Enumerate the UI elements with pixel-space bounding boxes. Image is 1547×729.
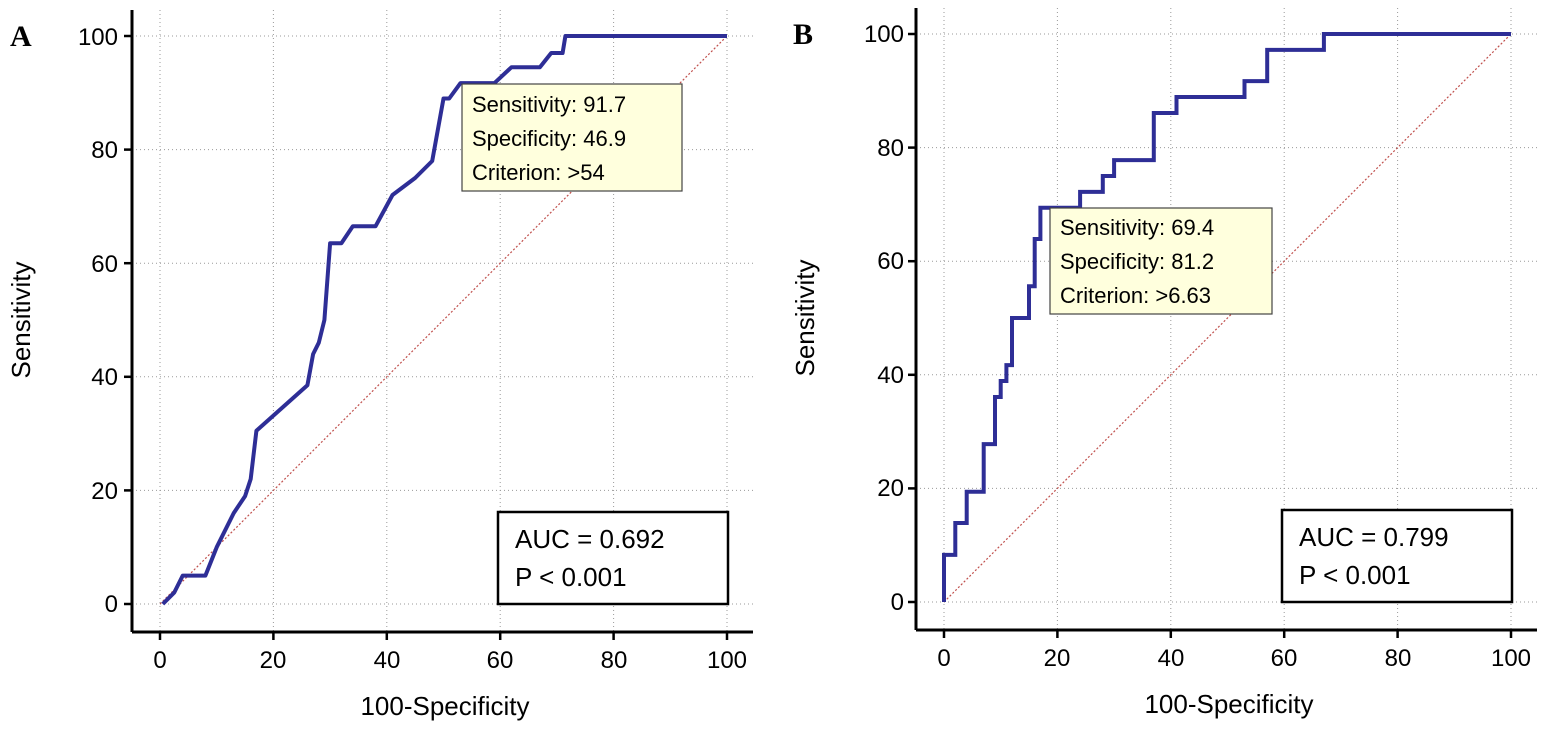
x-tick-label-a-3: 60	[487, 647, 514, 674]
x-tick-label-a-0: 0	[153, 647, 166, 674]
panel-label-a: A	[10, 20, 32, 53]
y-tick-label-a-2: 40	[91, 364, 118, 391]
x-tick-label-a-5: 100	[707, 647, 747, 674]
auc-box-bg-b	[1280, 508, 1514, 604]
x-tick-label-b-4: 80	[1385, 645, 1412, 672]
criterion-box-bg-a	[461, 83, 683, 192]
panel-label-b: B	[793, 18, 813, 51]
criterion-specificity-a: Specificity: 46.9	[472, 126, 626, 151]
roc-panel-a: A 0 20 40 60 80 100 0 20 40 60 80 100 10…	[6, 10, 753, 721]
auc-box-a: AUC = 0.692 P < 0.001	[496, 510, 730, 606]
criterion-value-b: Criterion: >6.63	[1060, 283, 1211, 308]
criterion-box-b: Sensitivity: 69.4 Specificity: 81.2 Crit…	[1049, 207, 1273, 315]
y-tick-label-b-1: 20	[877, 475, 904, 502]
y-tick-label-a-0: 0	[105, 591, 118, 618]
x-tick-label-a-4: 80	[601, 647, 628, 674]
x-tick-label-a-1: 20	[260, 647, 287, 674]
auc-value-a: AUC = 0.692	[515, 524, 665, 554]
y-tick-label-a-3: 60	[91, 251, 118, 278]
criterion-box-bg-b	[1049, 207, 1273, 315]
y-axis-title-a: Sensitivity	[6, 261, 36, 378]
criterion-sensitivity-a: Sensitivity: 91.7	[472, 92, 626, 117]
criterion-sensitivity-b: Sensitivity: 69.4	[1060, 215, 1214, 240]
y-tick-label-b-4: 80	[877, 135, 904, 162]
criterion-specificity-b: Specificity: 81.2	[1060, 249, 1214, 274]
x-tick-label-b-1: 20	[1044, 645, 1071, 672]
x-axis-title-a: 100-Specificity	[360, 691, 529, 721]
x-tick-label-b-2: 40	[1158, 645, 1185, 672]
auc-value-b: AUC = 0.799	[1299, 522, 1449, 552]
x-tick-label-b-5: 100	[1491, 645, 1531, 672]
y-tick-label-a-5: 100	[78, 24, 118, 51]
y-tick-label-a-4: 80	[91, 137, 118, 164]
y-axis-title-b: Sensitivity	[790, 259, 820, 376]
auc-box-b: AUC = 0.799 P < 0.001	[1280, 508, 1514, 604]
criterion-box-a: Sensitivity: 91.7 Specificity: 46.9 Crit…	[461, 83, 683, 192]
reference-line-b	[943, 33, 1512, 603]
criterion-value-a: Criterion: >54	[472, 160, 605, 185]
y-tick-label-b-5: 100	[864, 21, 904, 48]
y-tick-label-b-3: 60	[877, 248, 904, 275]
x-axis-title-b: 100-Specificity	[1144, 689, 1313, 719]
x-tick-label-b-3: 60	[1271, 645, 1298, 672]
x-tick-label-a-2: 40	[374, 647, 401, 674]
roc-panel-b: B 0 20 40 60 80 100 0 20 40 60 80 100 10…	[790, 8, 1537, 719]
y-tick-label-a-1: 20	[91, 478, 118, 505]
p-value-b: P < 0.001	[1299, 560, 1411, 590]
p-value-a: P < 0.001	[515, 562, 627, 592]
roc-curve-a	[161, 34, 727, 606]
auc-box-bg-a	[496, 510, 730, 606]
y-tick-label-b-0: 0	[891, 589, 904, 616]
y-tick-label-b-2: 40	[877, 362, 904, 389]
ticks-b	[908, 32, 1513, 638]
x-tick-label-b-0: 0	[937, 645, 950, 672]
ticks-a	[124, 34, 729, 640]
